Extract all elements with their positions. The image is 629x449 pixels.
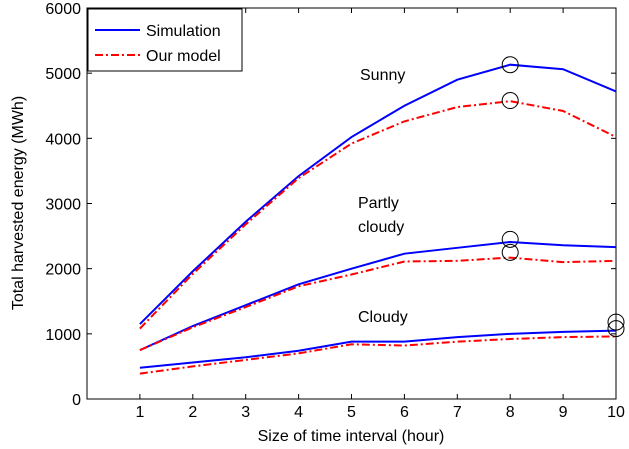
- y-tick-label: 5000: [45, 66, 81, 83]
- series-line: [139, 335, 617, 375]
- annotation: Partly: [358, 195, 399, 212]
- x-tick-label: 1: [135, 404, 144, 421]
- y-tick-label: 6000: [45, 1, 81, 18]
- series-line: [139, 100, 617, 330]
- x-tick-label: 7: [453, 404, 462, 421]
- x-axis-label: Size of time interval (hour): [258, 428, 445, 445]
- marker-circle: [607, 320, 625, 338]
- marker-circle: [501, 243, 519, 261]
- legend-label: Simulation: [146, 23, 221, 40]
- y-tick-label: 2000: [45, 262, 81, 279]
- legend-label: Our model: [146, 48, 221, 65]
- y-tick-label: 0: [72, 392, 81, 409]
- marker-circle: [501, 230, 519, 248]
- annotation: Cloudy: [358, 309, 408, 326]
- series-line: [139, 256, 617, 352]
- annotation: cloudy: [358, 219, 404, 236]
- x-tick-label: 6: [400, 404, 409, 421]
- y-tick-label: 4000: [45, 131, 81, 148]
- annotation: Sunny: [360, 67, 405, 84]
- x-tick-label: 4: [294, 404, 303, 421]
- marker-circle: [607, 313, 625, 331]
- series-line: [139, 63, 617, 325]
- marker-circle: [501, 56, 519, 74]
- marker-circle: [501, 92, 519, 110]
- legend: Simulation Our model: [87, 8, 243, 72]
- series-line: [139, 240, 617, 352]
- y-tick-label: 1000: [45, 327, 81, 344]
- y-axis-label: Total harvested energy (MWh): [10, 96, 27, 310]
- series-line: [139, 329, 617, 369]
- x-tick-label: 10: [607, 404, 625, 421]
- x-tick-label: 8: [506, 404, 515, 421]
- x-tick-label: 5: [347, 404, 356, 421]
- x-tick-label: 3: [241, 404, 250, 421]
- legend-box: [87, 8, 243, 72]
- y-tick-label: 3000: [45, 197, 81, 214]
- x-tick-label: 9: [559, 404, 568, 421]
- x-tick-label: 2: [188, 404, 197, 421]
